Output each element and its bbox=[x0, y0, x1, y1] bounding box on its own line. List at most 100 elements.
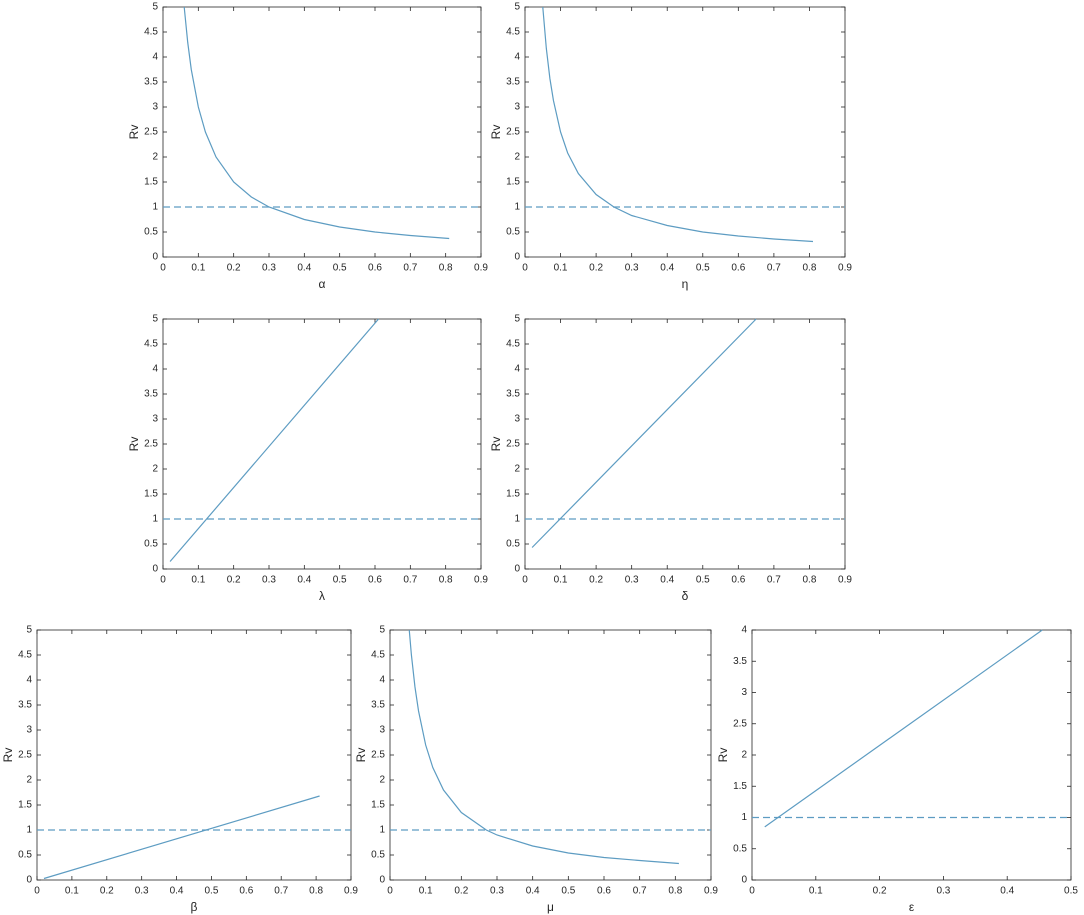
y-tick-label: 4 bbox=[514, 52, 520, 63]
y-tick-label: 3 bbox=[152, 102, 158, 113]
y-tick-label: 0.5 bbox=[506, 227, 520, 238]
y-tick-label: 2.5 bbox=[733, 718, 747, 729]
axes-box bbox=[162, 6, 482, 258]
data-line bbox=[542, 6, 814, 243]
y-tick-label: 3 bbox=[26, 725, 32, 736]
y-tick-label: 2.5 bbox=[506, 127, 520, 138]
axes-box bbox=[162, 318, 482, 570]
y-tick-label: 4.5 bbox=[371, 650, 385, 661]
x-tick-label: 0.2 bbox=[454, 886, 468, 897]
x-axis-label: η bbox=[682, 277, 689, 291]
x-tick-label: 0.2 bbox=[227, 575, 241, 586]
y-tick-label: 0.5 bbox=[371, 850, 385, 861]
y-axis-label: Rv bbox=[489, 437, 503, 452]
y-axis-label: Rv bbox=[1, 748, 15, 763]
x-tick-label: 0.8 bbox=[439, 263, 453, 274]
y-tick-label: 2.5 bbox=[144, 439, 158, 450]
y-tick-label: 1 bbox=[26, 825, 32, 836]
axes-box bbox=[389, 629, 712, 881]
y-tick-label: 5 bbox=[514, 2, 520, 13]
x-tick-label: 0.2 bbox=[227, 263, 241, 274]
y-tick-label: 0 bbox=[741, 875, 747, 886]
y-tick-label: 4 bbox=[514, 364, 520, 375]
y-tick-label: 1.5 bbox=[733, 781, 747, 792]
x-tick-label: 0.3 bbox=[625, 263, 639, 274]
x-tick-label: 0.4 bbox=[170, 886, 184, 897]
x-tick-label: 0 bbox=[160, 575, 166, 586]
y-axis-label: Rv bbox=[127, 437, 141, 452]
x-tick-label: 0 bbox=[160, 263, 166, 274]
y-tick-label: 0.5 bbox=[144, 227, 158, 238]
x-tick-label: 0.6 bbox=[731, 263, 745, 274]
y-tick-label: 3.5 bbox=[733, 656, 747, 667]
y-tick-label: 4.5 bbox=[18, 650, 32, 661]
x-tick-label: 0 bbox=[34, 886, 40, 897]
y-tick-label: 0 bbox=[514, 252, 520, 263]
x-tick-label: 0.5 bbox=[333, 263, 347, 274]
y-tick-label: 2 bbox=[379, 775, 385, 786]
y-tick-label: 4.5 bbox=[506, 27, 520, 38]
x-tick-label: 0.7 bbox=[403, 263, 417, 274]
y-tick-label: 0 bbox=[379, 875, 385, 886]
y-tick-label: 2 bbox=[514, 152, 520, 163]
y-tick-label: 3.5 bbox=[18, 700, 32, 711]
y-tick-label: 3 bbox=[741, 687, 747, 698]
x-tick-label: 0.5 bbox=[696, 263, 710, 274]
y-tick-label: 1 bbox=[379, 825, 385, 836]
x-tick-label: 0.6 bbox=[597, 886, 611, 897]
x-axis-label: μ bbox=[547, 900, 554, 914]
x-tick-label: 0.2 bbox=[873, 886, 887, 897]
x-tick-label: 0.7 bbox=[633, 886, 647, 897]
y-tick-label: 3.5 bbox=[506, 389, 520, 400]
x-tick-label: 0.9 bbox=[474, 263, 488, 274]
x-tick-label: 0.1 bbox=[554, 575, 568, 586]
axes-box bbox=[524, 318, 846, 570]
y-tick-label: 1.5 bbox=[506, 177, 520, 188]
y-tick-label: 2 bbox=[152, 152, 158, 163]
y-tick-label: 0 bbox=[514, 564, 520, 575]
x-tick-label: 0.9 bbox=[704, 886, 718, 897]
y-tick-label: 3 bbox=[152, 414, 158, 425]
data-line bbox=[169, 318, 379, 562]
y-tick-label: 2 bbox=[741, 750, 747, 761]
y-tick-label: 3.5 bbox=[506, 77, 520, 88]
x-tick-label: 0.5 bbox=[333, 575, 347, 586]
x-tick-label: 0.3 bbox=[262, 263, 276, 274]
x-tick-label: 0.4 bbox=[660, 575, 674, 586]
y-tick-label: 2 bbox=[152, 464, 158, 475]
x-tick-label: 0.1 bbox=[191, 575, 205, 586]
y-tick-label: 0 bbox=[152, 252, 158, 263]
x-tick-label: 0.2 bbox=[100, 886, 114, 897]
data-line bbox=[764, 629, 1043, 828]
x-tick-label: 0.7 bbox=[274, 886, 288, 897]
x-tick-label: 0.8 bbox=[309, 886, 323, 897]
x-tick-label: 0.1 bbox=[554, 263, 568, 274]
x-tick-label: 0.8 bbox=[439, 575, 453, 586]
y-tick-label: 3 bbox=[514, 414, 520, 425]
y-tick-label: 5 bbox=[379, 625, 385, 636]
y-tick-label: 0 bbox=[152, 564, 158, 575]
x-tick-label: 0.5 bbox=[1064, 886, 1078, 897]
y-tick-label: 4 bbox=[379, 675, 385, 686]
x-tick-label: 0.4 bbox=[297, 263, 311, 274]
data-line bbox=[531, 318, 757, 548]
x-tick-label: 0.7 bbox=[767, 575, 781, 586]
x-tick-label: 0.8 bbox=[668, 886, 682, 897]
y-tick-label: 3.5 bbox=[371, 700, 385, 711]
x-tick-label: 0.1 bbox=[65, 886, 79, 897]
x-tick-label: 0.9 bbox=[838, 575, 852, 586]
y-tick-label: 3.5 bbox=[144, 77, 158, 88]
y-tick-label: 2 bbox=[26, 775, 32, 786]
x-tick-label: 0 bbox=[522, 263, 528, 274]
x-tick-label: 0.2 bbox=[589, 263, 603, 274]
x-axis-label: ε bbox=[909, 900, 915, 914]
y-tick-label: 4 bbox=[152, 52, 158, 63]
x-tick-label: 0.7 bbox=[403, 575, 417, 586]
x-tick-label: 0.5 bbox=[561, 886, 575, 897]
y-tick-label: 0 bbox=[26, 875, 32, 886]
y-tick-label: 0.5 bbox=[18, 850, 32, 861]
y-tick-label: 1.5 bbox=[144, 489, 158, 500]
y-axis-label: Rv bbox=[127, 125, 141, 140]
x-tick-label: 0.9 bbox=[474, 575, 488, 586]
